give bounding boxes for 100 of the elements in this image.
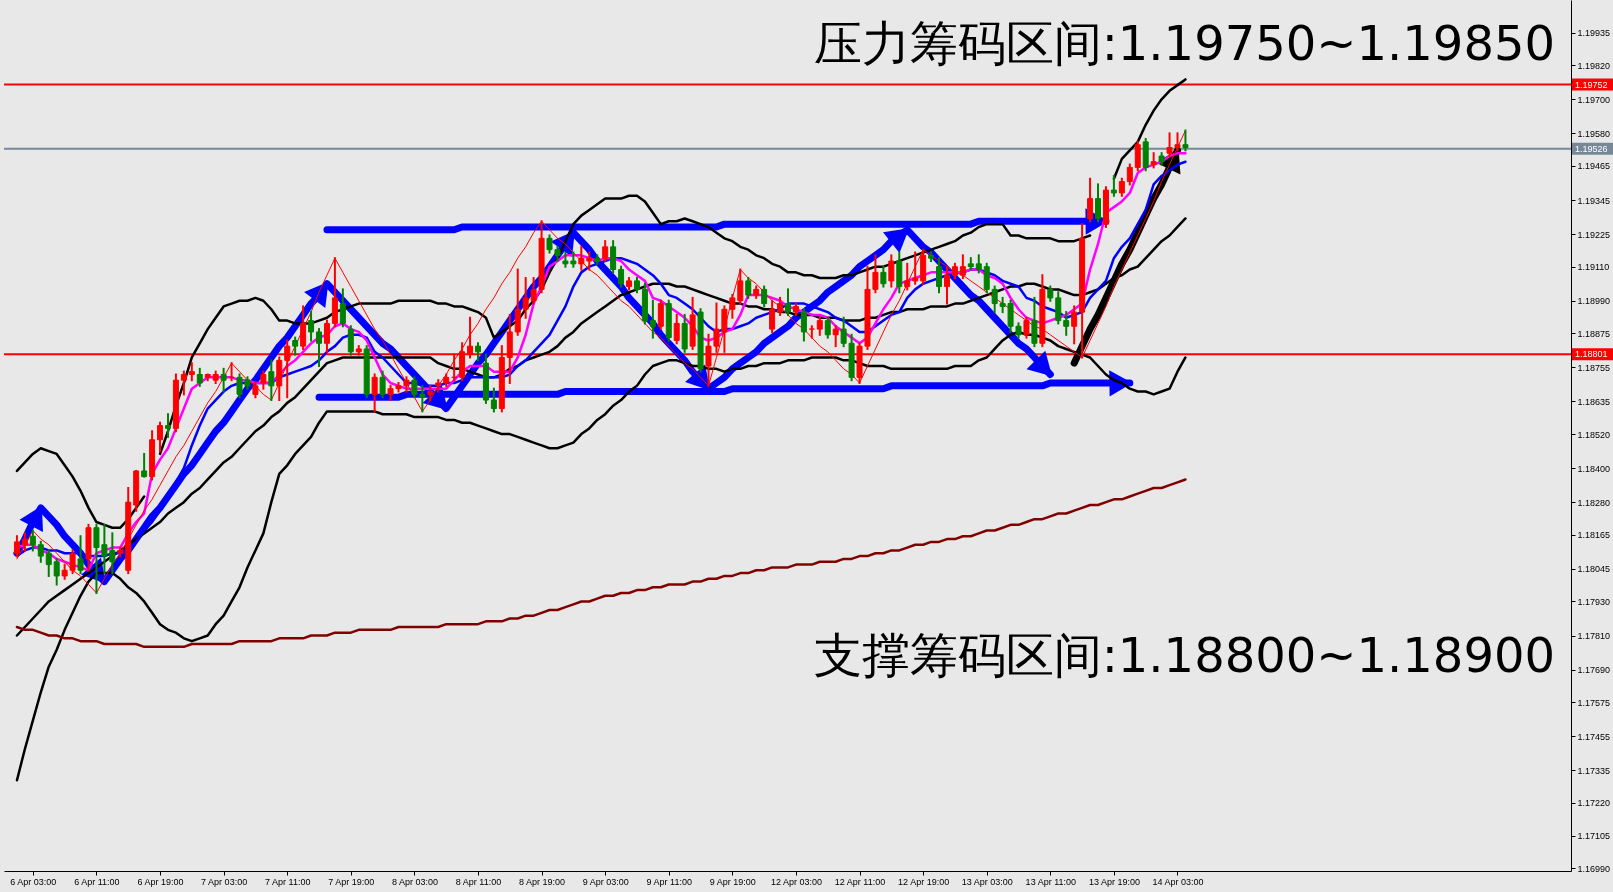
candlestick	[157, 421, 164, 453]
candlestick	[1023, 316, 1030, 339]
y-tick-label: 1.18755	[1577, 362, 1611, 373]
y-tick-label: 1.17105	[1577, 831, 1611, 842]
candlestick	[785, 288, 791, 316]
candlestick	[904, 262, 911, 291]
candlestick	[220, 367, 227, 393]
candlestick	[490, 387, 497, 413]
y-tick-label: 1.16990	[1577, 863, 1611, 874]
y-tick-label: 1.19820	[1577, 60, 1611, 71]
candlestick	[514, 268, 521, 336]
x-tick-label: 7 Apr 03:00	[201, 876, 248, 887]
y-tick-label: 1.17575	[1577, 697, 1611, 708]
x-tick-label: 14 Apr 03:00	[1152, 876, 1204, 887]
x-tick-label: 6 Apr 11:00	[74, 876, 120, 887]
y-tick-label: 1.19225	[1577, 229, 1611, 240]
candlestick	[1071, 305, 1078, 345]
candlestick	[578, 245, 585, 271]
x-tick-label: 6 Apr 19:00	[137, 876, 184, 887]
x-tick-label: 13 Apr 19:00	[1088, 876, 1140, 887]
y-tick-label: 1.18875	[1577, 328, 1611, 339]
x-tick-label: 13 Apr 03:00	[961, 876, 1013, 887]
x-tick-label: 12 Apr 11:00	[834, 876, 886, 887]
y-tick-label: 1.17690	[1577, 665, 1611, 676]
y-tick-label: 1.18045	[1577, 564, 1611, 575]
candlestick	[1110, 174, 1117, 197]
candlestick	[268, 359, 275, 402]
y-tick-label: 1.19110	[1577, 262, 1610, 273]
candlestick	[610, 240, 617, 274]
candlestick	[912, 251, 919, 285]
y-tick-label: 1.18280	[1577, 497, 1611, 508]
candlestick	[1055, 291, 1062, 325]
x-tick-label: 8 Apr 03:00	[391, 876, 438, 887]
x-tick-label: 7 Apr 19:00	[328, 876, 375, 887]
x-tick-label: 6 Apr 03:00	[10, 876, 57, 887]
x-tick-label: 13 Apr 11:00	[1025, 876, 1076, 887]
y-tick-label: 1.18400	[1577, 463, 1611, 474]
x-tick-label: 9 Apr 11:00	[646, 876, 692, 887]
candlestick	[618, 265, 625, 288]
candlestick	[936, 257, 943, 294]
candlestick	[77, 535, 84, 575]
x-tick-label: 7 Apr 11:00	[265, 876, 311, 887]
annotation: 支撑筹码区间:1.18800~1.18900	[813, 627, 1555, 683]
candlestick	[943, 265, 950, 305]
candlestick	[339, 288, 346, 328]
candlestick	[761, 285, 768, 308]
x-tick-label: 12 Apr 03:00	[770, 876, 822, 887]
candlestick	[983, 262, 990, 294]
y-tick-label: 1.17930	[1577, 596, 1611, 607]
x-tick-label: 8 Apr 11:00	[455, 876, 502, 887]
y-tick-label: 1.18165	[1577, 530, 1611, 541]
candlestick	[649, 299, 656, 339]
candlestick	[300, 305, 307, 350]
candlestick	[164, 413, 171, 438]
candlestick	[769, 299, 776, 333]
y-tick-label: 1.18635	[1577, 396, 1611, 407]
candlestick	[800, 308, 807, 342]
candlestick	[1182, 129, 1189, 152]
y-tick-label: 1.17220	[1577, 798, 1611, 809]
candlestick	[1063, 311, 1070, 336]
y-tick-label: 1.19580	[1577, 128, 1611, 139]
y-tick-label: 1.19465	[1577, 161, 1611, 172]
candlestick	[657, 299, 664, 331]
x-tick-label: 9 Apr 19:00	[709, 876, 756, 887]
candlestick	[37, 540, 44, 563]
candlestick	[832, 325, 839, 348]
ref-line-label: 1.18801	[1575, 349, 1608, 360]
y-tick-label: 1.17335	[1577, 765, 1611, 776]
y-tick-label: 1.19345	[1577, 195, 1611, 206]
candlestick	[316, 328, 323, 367]
candlestick	[45, 549, 52, 577]
candlestick	[1126, 163, 1133, 186]
candlestick	[1031, 296, 1038, 348]
candlestick	[347, 325, 354, 356]
ref-line-label: 1.19752	[1575, 79, 1608, 90]
candlestick	[959, 254, 966, 280]
candlestick	[808, 325, 815, 339]
y-tick-label: 1.18990	[1577, 296, 1611, 307]
y-tick-label: 1.19935	[1577, 28, 1611, 39]
candlestick	[745, 277, 752, 299]
y-tick-label: 1.17810	[1577, 631, 1611, 642]
candlestick	[1134, 140, 1141, 172]
candlestick	[308, 311, 315, 342]
candlestick	[29, 529, 36, 552]
y-tick-label: 1.18520	[1577, 429, 1611, 440]
y-tick-label: 1.17455	[1577, 731, 1611, 742]
candlestick	[888, 254, 895, 288]
candlestick	[379, 370, 386, 399]
candlestick	[880, 265, 887, 288]
candlestick	[180, 370, 187, 396]
ref-line-label: 1.19526	[1575, 143, 1608, 154]
candlestick	[141, 452, 148, 478]
x-tick-label: 9 Apr 03:00	[582, 876, 629, 887]
annotation: 压力筹码区间:1.19750~1.19850	[813, 15, 1555, 71]
candlestick	[602, 240, 609, 263]
candlestick	[53, 557, 60, 586]
candlestick	[824, 316, 831, 339]
x-tick-label: 12 Apr 19:00	[898, 876, 950, 887]
candlestick	[673, 313, 680, 345]
candlestick	[371, 373, 378, 413]
